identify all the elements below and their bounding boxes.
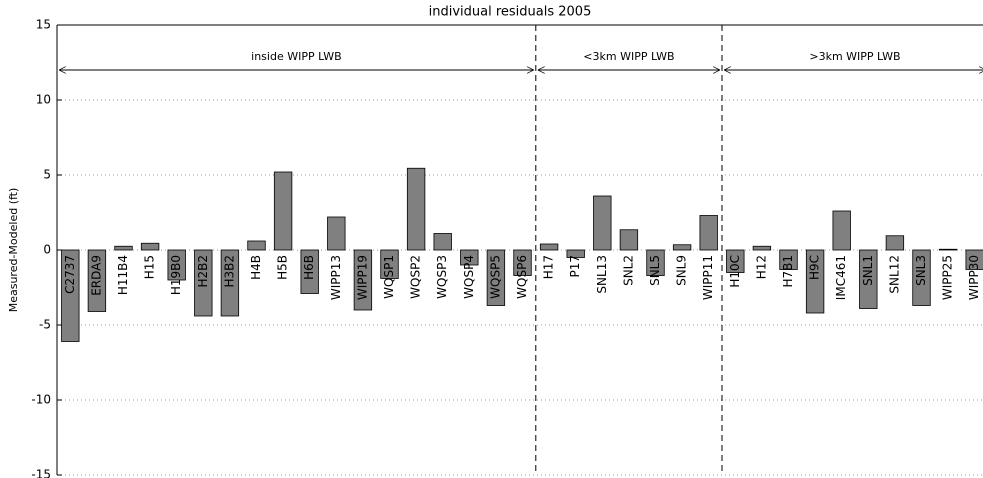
bar (194, 249, 213, 317)
x-tick-label: C2737 (63, 255, 77, 294)
x-tick-label: H4B (249, 255, 263, 280)
bar (779, 249, 798, 270)
bar (646, 249, 665, 276)
bar (486, 249, 506, 306)
bar (938, 248, 958, 251)
x-tick-label: H15 (143, 255, 157, 279)
x-tick-label: H19B0 (169, 255, 183, 295)
chart-title: individual residuals 2005 (429, 5, 592, 20)
y-tick-label: 0 (43, 243, 51, 257)
bar (380, 249, 399, 279)
x-tick-label: H3B2 (222, 255, 236, 288)
x-tick-label: WQSP5 (488, 255, 502, 299)
x-tick-label: WIPP30 (967, 255, 981, 300)
x-tick-label: WIPP11 (701, 255, 715, 300)
group-label: >3km WIPP LWB (809, 50, 900, 63)
x-tick-label: WIPP25 (941, 255, 955, 300)
x-tick-label: H12 (754, 255, 768, 279)
bar (167, 249, 186, 281)
bar (965, 249, 983, 270)
x-tick-label: SNL13 (595, 255, 609, 294)
x-tick-label: H2B2 (196, 255, 210, 288)
bar (726, 249, 745, 273)
bar (220, 249, 240, 317)
bar (300, 249, 319, 294)
bar (513, 249, 532, 276)
x-tick-label: SNL9 (675, 255, 689, 286)
x-tick-label: WQSP3 (435, 255, 449, 299)
bar (832, 210, 851, 251)
x-tick-label: SNL2 (621, 255, 635, 286)
x-tick-label: H7B1 (781, 255, 795, 288)
x-tick-label: WQSP6 (515, 255, 529, 299)
bar (460, 249, 479, 266)
group-label: inside WIPP LWB (251, 50, 342, 63)
x-tick-label: H6B (302, 255, 316, 280)
y-tick-label: 15 (36, 18, 51, 32)
x-tick-label: H11B4 (116, 255, 130, 295)
x-tick-label: P17 (568, 255, 582, 278)
bar (327, 216, 346, 251)
bar (433, 233, 452, 251)
bar (885, 235, 905, 251)
bar (699, 215, 718, 251)
x-tick-label: H10C (728, 255, 742, 288)
bar (87, 249, 107, 312)
x-tick-label: H9C (808, 255, 822, 280)
x-tick-label: IMC461 (834, 255, 848, 300)
bar (752, 245, 772, 251)
x-tick-label: WQSP2 (409, 255, 423, 299)
bar (353, 249, 373, 311)
x-tick-label: ERDA9 (89, 255, 103, 296)
y-tick-label: 10 (36, 93, 51, 107)
y-tick-label: -15 (31, 468, 51, 478)
bar (912, 249, 931, 306)
bar (247, 240, 266, 251)
x-tick-label: H17 (542, 255, 556, 279)
bar (593, 195, 612, 251)
x-tick-label: SNL5 (648, 255, 662, 286)
bar (619, 229, 639, 251)
x-tick-label: WQSP4 (462, 255, 476, 299)
bar (273, 171, 293, 251)
x-tick-label: WQSP1 (382, 255, 396, 299)
y-axis-label: Measured-Modeled (ft) (7, 188, 20, 313)
bar (61, 249, 80, 342)
x-tick-label: WIPP13 (329, 255, 343, 300)
y-tick-label: 5 (43, 168, 51, 182)
bar (805, 249, 825, 314)
x-tick-label: WIPP19 (355, 255, 369, 300)
x-tick-label: SNL3 (914, 255, 928, 286)
group-label: <3km WIPP LWB (583, 50, 674, 63)
bar (406, 167, 426, 251)
bar (140, 242, 160, 251)
bar (114, 245, 133, 251)
y-tick-label: -5 (39, 318, 51, 332)
y-tick-label: -10 (31, 393, 51, 407)
x-tick-label: SNL12 (887, 255, 901, 294)
x-tick-label: SNL1 (861, 255, 875, 286)
bar (539, 243, 559, 251)
bar (859, 249, 878, 309)
x-tick-label: H5B (276, 255, 290, 280)
bar (672, 244, 692, 251)
bar (566, 249, 585, 258)
